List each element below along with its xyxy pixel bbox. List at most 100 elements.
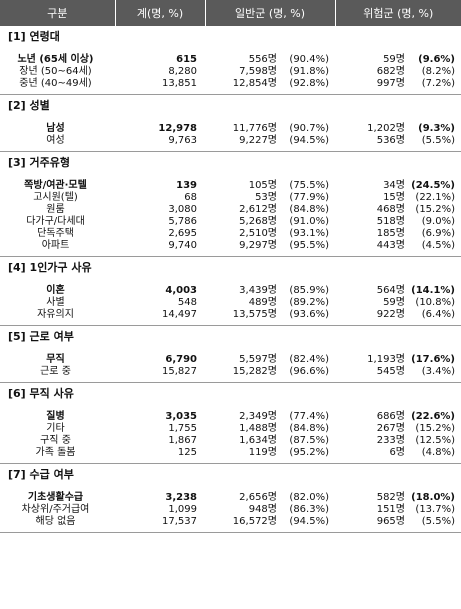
header-total: 계(명, %): [115, 0, 206, 26]
row-total: 5,786: [168, 216, 197, 227]
row-risk-cell: 185명 (6.9%): [335, 228, 461, 240]
row-total: 9,740: [168, 240, 197, 251]
section-divider: [0, 147, 461, 152]
row-risk-cell: 15명 (22.1%): [335, 192, 461, 204]
section-title-row: [1] 연령대: [0, 26, 461, 48]
row-label: 무직: [46, 354, 65, 365]
row-risk-cell: 582명 (18.0%): [335, 492, 461, 504]
row-risk-cell: 468명 (15.2%): [335, 204, 461, 216]
row-total: 17,537: [162, 516, 197, 527]
row-general-cell: 105명 (75.5%): [205, 180, 335, 192]
row-risk-cell: 682명 (8.2%): [335, 66, 461, 78]
general-count: 9,227명: [239, 135, 277, 146]
row-risk-cell: 6명 (4.8%): [335, 447, 461, 459]
general-percent: (93.1%): [289, 228, 329, 239]
section-title-row: [4] 1인가구 사유: [0, 257, 461, 280]
row-total: 1,099: [168, 504, 197, 515]
risk-percent: (15.2%): [415, 204, 455, 215]
row-label: 사별: [46, 297, 65, 308]
divider-cell: [0, 378, 461, 383]
risk-percent: (4.5%): [421, 240, 455, 251]
row-risk-cell: 922명 (6.4%): [335, 309, 461, 321]
risk-percent: (12.5%): [415, 435, 455, 446]
row-general-cell: 2,510명 (93.1%): [205, 228, 335, 240]
row-label: 자유의지: [37, 309, 74, 320]
table-row: 이혼 4,003 3,439명 (85.9%) 564명 (14.1%): [0, 285, 461, 297]
row-general-cell: 119명 (95.2%): [205, 447, 335, 459]
general-percent: (94.5%): [289, 135, 329, 146]
row-general-cell: 12,854명 (92.8%): [205, 78, 335, 90]
risk-percent: (5.5%): [421, 516, 455, 527]
row-label: 쪽방/여관·모텔: [24, 180, 87, 191]
header-category: 구분: [0, 0, 116, 26]
general-percent: (75.5%): [289, 180, 329, 191]
row-label: 아파트: [41, 240, 70, 251]
row-total: 615: [176, 54, 197, 65]
general-percent: (84.8%): [289, 204, 329, 215]
row-label: 해당 없음: [35, 516, 76, 527]
divider-cell: [0, 459, 461, 464]
row-total: 2,695: [168, 228, 197, 239]
risk-count: 151명: [376, 504, 405, 515]
table-body: [1] 연령대 노년 (65세 이상) 615 556명 (90.4%) 59명 (9.6%…: [0, 26, 461, 533]
row-label: 가족 돌봄: [35, 447, 76, 458]
row-general-cell: 13,575명 (93.6%): [205, 309, 335, 321]
general-percent: (87.5%): [289, 435, 329, 446]
table-row: 기타 1,755 1,488명 (84.8%) 267명 (15.2%): [0, 423, 461, 435]
row-general-cell: 7,598명 (91.8%): [205, 66, 335, 78]
risk-count: 1,202명: [367, 123, 405, 134]
risk-percent: (18.0%): [411, 492, 455, 503]
row-risk-cell: 518명 (9.0%): [335, 216, 461, 228]
general-percent: (91.8%): [289, 66, 329, 77]
section-title: [3] 거주유형: [8, 156, 71, 169]
row-risk-cell: 536명 (5.5%): [335, 135, 461, 147]
section-divider: [0, 90, 461, 95]
general-percent: (94.5%): [289, 516, 329, 527]
section-title: [2] 성별: [8, 99, 50, 112]
general-percent: (86.3%): [289, 504, 329, 515]
row-risk-cell: 965명 (5.5%): [335, 516, 461, 528]
row-general-cell: 2,349명 (77.4%): [205, 411, 335, 423]
row-label: 구직 중: [40, 435, 71, 446]
row-risk-cell: 267명 (15.2%): [335, 423, 461, 435]
row-label: 중년 (40~49세): [19, 78, 92, 89]
risk-count: 922명: [376, 309, 405, 320]
divider-cell: [0, 528, 461, 533]
risk-percent: (4.8%): [421, 447, 455, 458]
general-count: 1,488명: [239, 423, 277, 434]
section-title-row: [3] 거주유형: [0, 152, 461, 175]
row-label: 노년 (65세 이상): [17, 54, 94, 65]
risk-percent: (14.1%): [411, 285, 455, 296]
risk-percent: (22.1%): [415, 192, 455, 203]
row-total: 9,763: [168, 135, 197, 146]
risk-count: 443명: [376, 240, 405, 251]
general-count: 16,572명: [232, 516, 277, 527]
general-count: 13,575명: [232, 309, 277, 320]
row-total: 12,978: [158, 123, 197, 134]
divider-cell: [0, 147, 461, 152]
section-title: [4] 1인가구 사유: [8, 261, 92, 274]
row-general-cell: 9,227명 (94.5%): [205, 135, 335, 147]
section-title: [7] 수급 여부: [8, 468, 74, 481]
table-row: 다가구/다세대 5,786 5,268명 (91.0%) 518명 (9.0%): [0, 216, 461, 228]
risk-count: 1,193명: [367, 354, 405, 365]
general-percent: (85.9%): [289, 285, 329, 296]
general-count: 5,597명: [239, 354, 277, 365]
risk-percent: (3.4%): [421, 366, 455, 377]
risk-count: 185명: [376, 228, 405, 239]
risk-count: 233명: [376, 435, 405, 446]
table-row: 쪽방/여관·모텔 139 105명 (75.5%) 34명 (24.5%): [0, 180, 461, 192]
section-divider: [0, 252, 461, 257]
general-percent: (82.0%): [289, 492, 329, 503]
risk-percent: (5.5%): [421, 135, 455, 146]
row-risk-cell: 443명 (4.5%): [335, 240, 461, 252]
table-header-row: 구분 계(명, %) 일반군 (명, %) 위험군 (명, %): [0, 0, 461, 26]
section-title: [5] 근로 여부: [8, 330, 74, 343]
row-general-cell: 3,439명 (85.9%): [205, 285, 335, 297]
section-title-row: [5] 근로 여부: [0, 326, 461, 349]
header-general: 일반군 (명, %): [205, 0, 336, 26]
table-row: 기초생활수급 3,238 2,656명 (82.0%) 582명 (18.0%): [0, 492, 461, 504]
table-row: 단독주택 2,695 2,510명 (93.1%) 185명 (6.9%): [0, 228, 461, 240]
row-general-cell: 556명 (90.4%): [205, 54, 335, 66]
